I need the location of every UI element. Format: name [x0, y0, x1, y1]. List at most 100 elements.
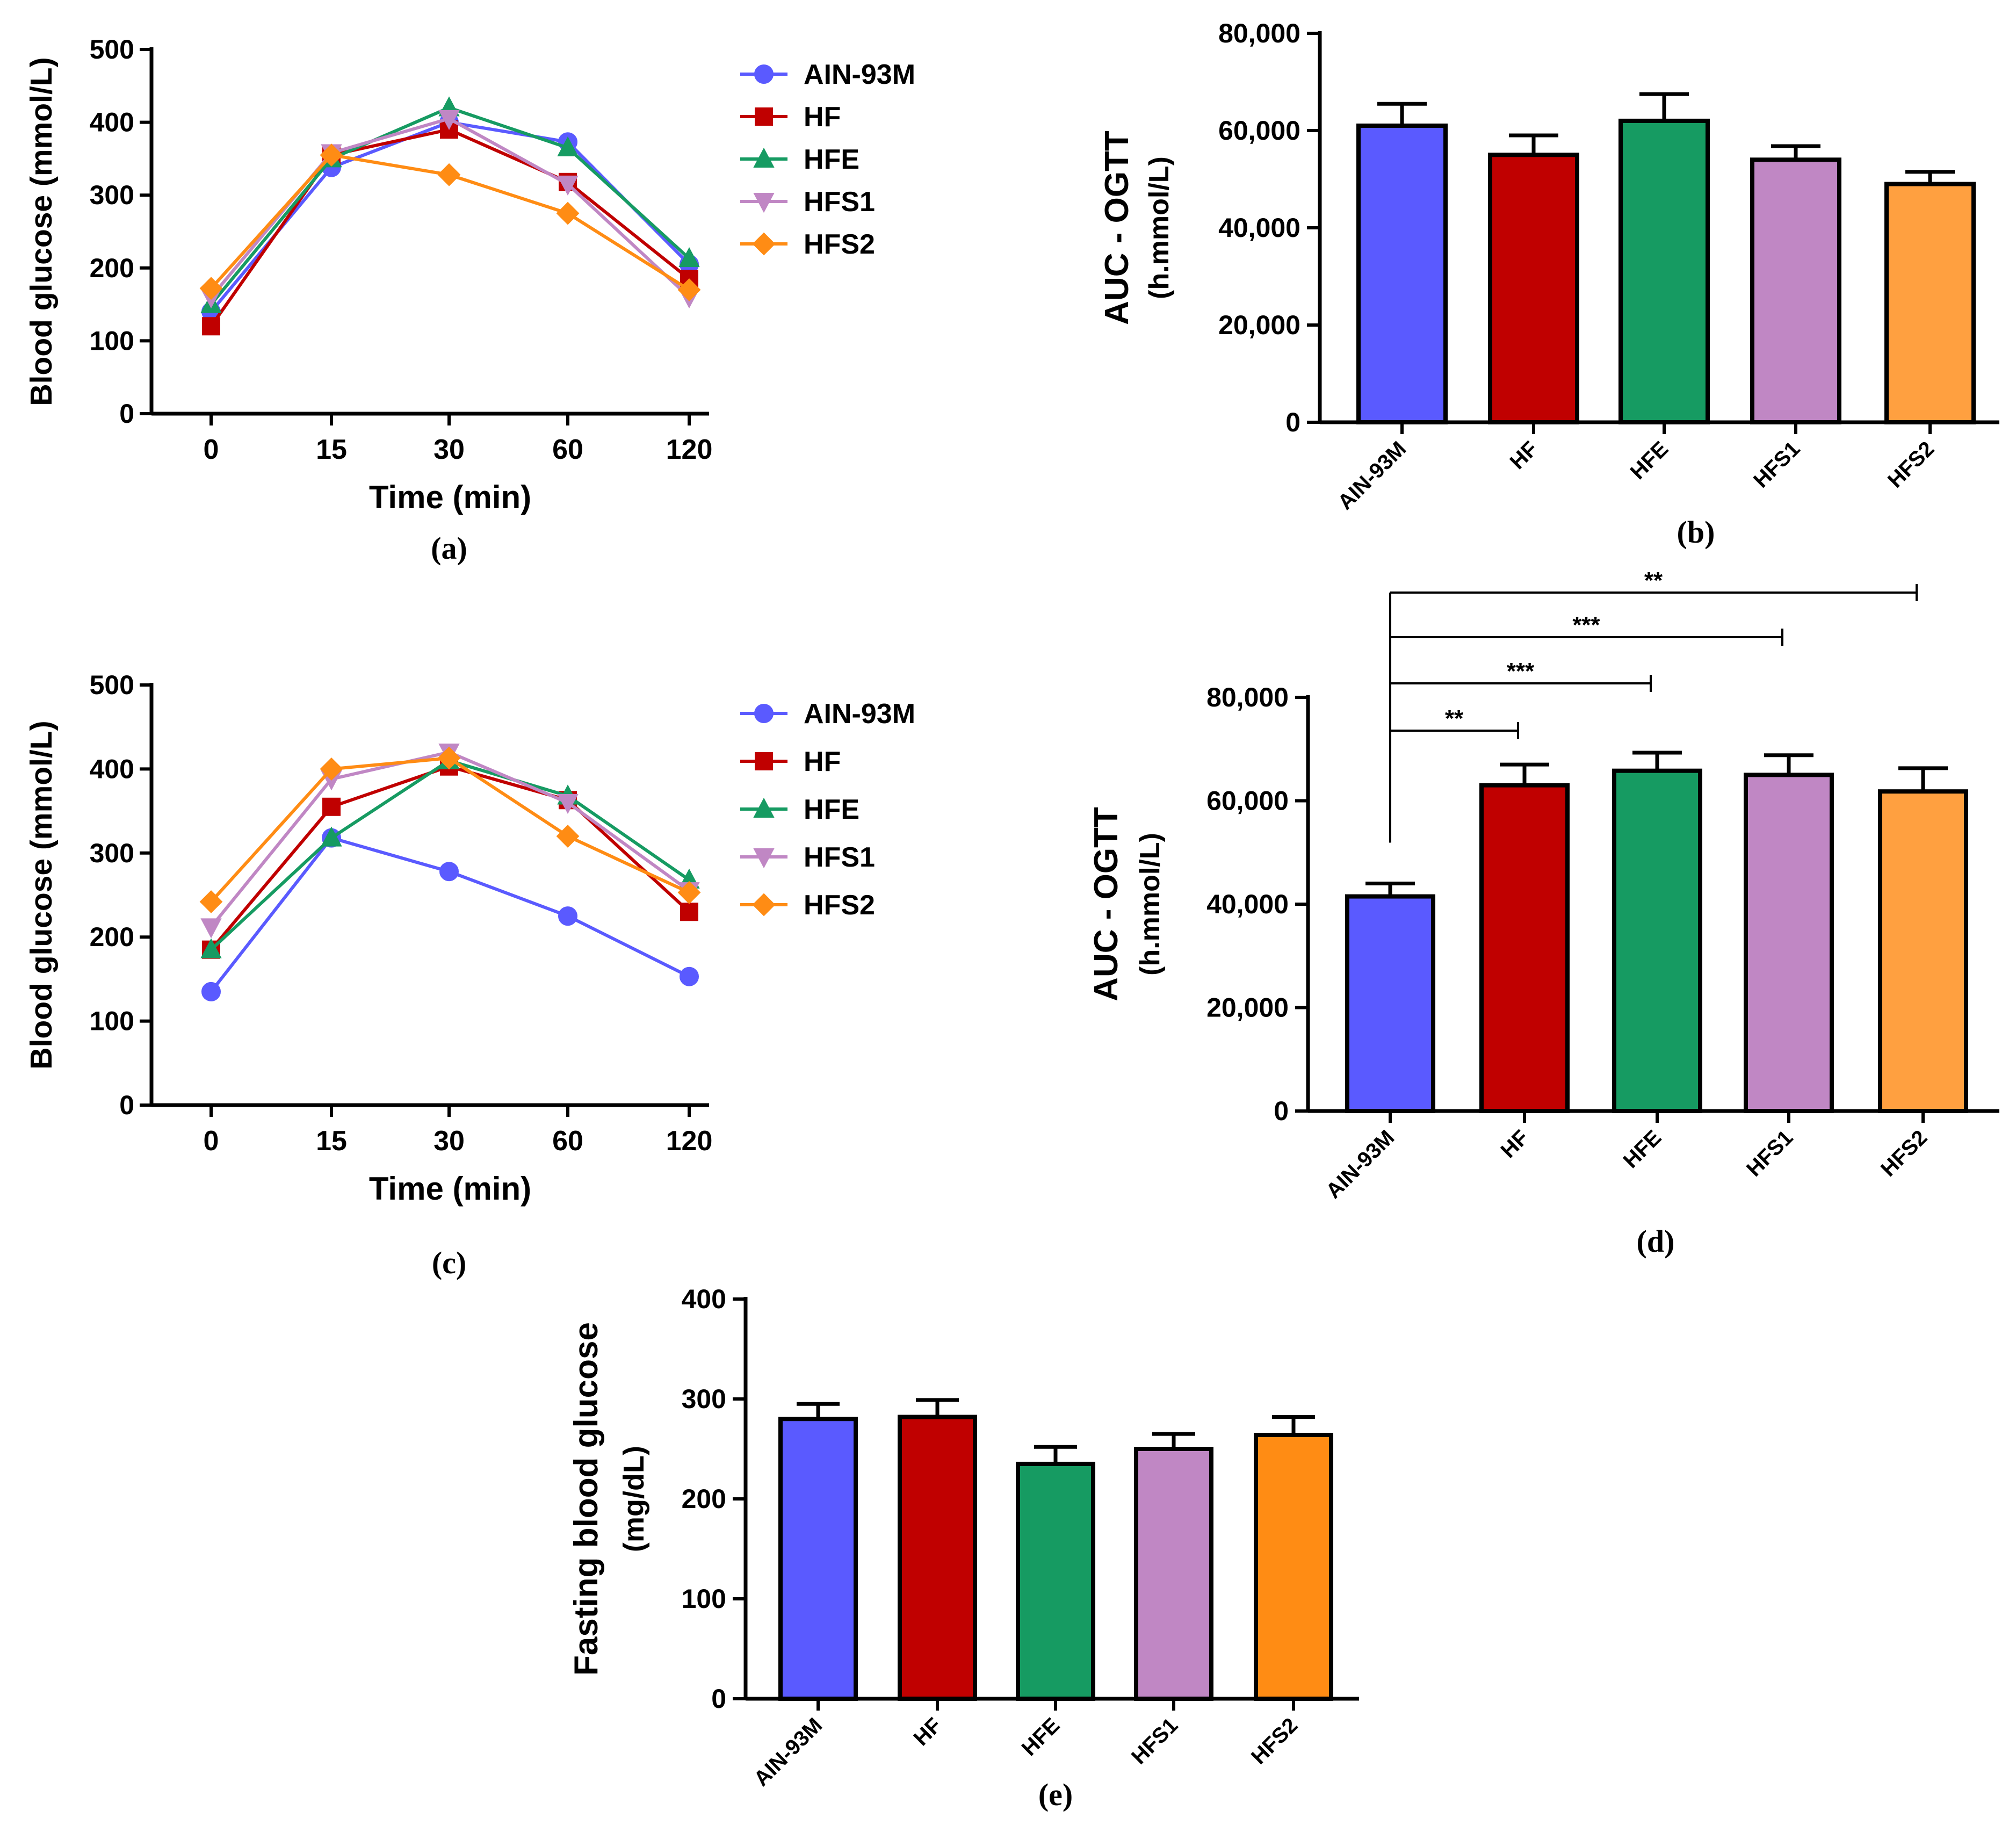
bar-hf	[898, 1415, 977, 1701]
y-tick-label: 400	[682, 1284, 726, 1314]
bar-hfs1	[1134, 1447, 1213, 1701]
x-tick-label: 120	[666, 434, 713, 465]
data-point-hfs2	[556, 825, 580, 848]
y-tick-label: 300	[90, 180, 134, 210]
legend-marker	[752, 232, 776, 256]
significance-label: **	[1445, 705, 1464, 732]
y-tick-label: 0	[1274, 1096, 1289, 1126]
data-point-hfs2	[437, 163, 461, 186]
y-tick-label: 40,000	[1206, 889, 1289, 919]
legend-label: HFS2	[804, 229, 875, 260]
legend-label: HF	[804, 102, 841, 133]
y-tick-label: 40,000	[1218, 213, 1300, 243]
data-point-hf	[680, 903, 698, 921]
panel-label: (b)	[1677, 515, 1715, 550]
bar-hf	[1479, 783, 1570, 1113]
panel-label: (e)	[1038, 1777, 1073, 1812]
y-tick-label: 500	[90, 670, 134, 700]
data-point-hf	[202, 317, 220, 336]
x-axis-title: Time (min)	[369, 479, 531, 515]
bar-hfe	[1612, 768, 1702, 1114]
data-point-hfs2	[320, 757, 343, 781]
significance-label: **	[1644, 567, 1663, 594]
data-point-ain-93m	[558, 906, 577, 926]
x-tick-label: 30	[433, 434, 465, 465]
legend-marker	[753, 147, 775, 168]
y-axis-subtitle: (h.mmol/L)	[1144, 156, 1175, 299]
data-point-hfe	[678, 247, 700, 268]
x-tick-label: 15	[316, 1126, 347, 1157]
y-tick-label: 100	[90, 326, 134, 356]
data-point-hfs1	[557, 794, 579, 814]
bar-ain-93m	[1356, 123, 1448, 424]
legend-label: HF	[804, 746, 841, 777]
y-tick-label: 200	[90, 253, 134, 283]
panel-a-line-chart: 0 100 200 300 400 500 0 15 30 60 120 Time (min) Bloo…	[24, 34, 915, 566]
legend-label: AIN-93M	[804, 698, 915, 730]
panel-c-line-chart: 0 100 200 300 400 500 0 15 30 60 120 Time (min) Bloo…	[24, 670, 915, 1280]
data-point-hfs1	[200, 918, 222, 939]
data-point-hfe	[321, 826, 342, 847]
panel-label: (c)	[432, 1245, 466, 1280]
x-tick-label: 60	[552, 1126, 583, 1157]
x-axis-title: Time (min)	[369, 1171, 531, 1207]
legend-marker	[753, 797, 775, 818]
legend-label: HFE	[804, 144, 859, 175]
y-tick-label: 300	[90, 838, 134, 868]
x-tick-label: 15	[316, 434, 347, 465]
legend-marker	[755, 752, 773, 770]
x-tick-label: 30	[433, 1126, 465, 1157]
legend-marker	[754, 64, 774, 84]
y-tick-label: 300	[682, 1384, 726, 1414]
data-point-hfs1	[438, 110, 460, 130]
data-point-hfs2	[677, 881, 701, 904]
y-tick-label: 0	[119, 1090, 134, 1120]
data-point-hf	[322, 797, 341, 816]
panel-label: (d)	[1637, 1224, 1675, 1259]
legend-label: HFS1	[804, 842, 875, 873]
y-tick-label: 60,000	[1218, 116, 1300, 146]
y-tick-label: 400	[90, 107, 134, 138]
bar-ain-93m	[778, 1417, 858, 1701]
data-point-ain-93m	[439, 862, 459, 882]
significance-label: ***	[1572, 612, 1600, 638]
y-tick-label: 100	[682, 1584, 726, 1614]
y-tick-label: 500	[90, 34, 134, 64]
bar-hfs2	[1878, 789, 1968, 1114]
legend-label: HFE	[804, 794, 859, 825]
bar-hfe	[1618, 118, 1710, 424]
legend-label: AIN-93M	[804, 59, 915, 90]
y-tick-label: 20,000	[1218, 310, 1300, 340]
y-tick-label: 200	[682, 1484, 726, 1514]
y-tick-label: 400	[90, 754, 134, 784]
y-axis-subtitle: (h.mmol/L)	[1135, 833, 1166, 976]
y-axis-title: Blood glucose (mmol/L)	[24, 720, 59, 1069]
y-tick-label: 200	[90, 922, 134, 952]
data-point-hfs1	[557, 175, 579, 196]
data-point-hfs2	[199, 277, 223, 300]
legend-marker	[754, 704, 774, 723]
y-tick-label: 100	[90, 1006, 134, 1036]
y-tick-label: 60,000	[1206, 786, 1289, 816]
bar-ain-93m	[1345, 894, 1435, 1113]
data-point-ain-93m	[201, 982, 221, 1001]
data-point-hfe	[557, 136, 579, 157]
bar-hfs1	[1744, 773, 1834, 1113]
bar-hfe	[1016, 1461, 1095, 1701]
y-axis-title: AUC - OGTT	[1088, 807, 1125, 1001]
y-tick-label: 0	[119, 399, 134, 429]
data-point-hfs2	[556, 201, 580, 225]
legend-label: HFS1	[804, 186, 875, 218]
y-axis-title: AUC - OGTT	[1099, 131, 1136, 325]
bar-hf	[1488, 153, 1579, 424]
legend-marker	[753, 193, 775, 213]
legend-marker	[755, 107, 773, 126]
x-tick-label: 120	[666, 1126, 713, 1157]
x-tick-label: 60	[552, 434, 583, 465]
data-point-hfe	[200, 938, 222, 958]
data-point-hfs2	[437, 746, 461, 770]
y-tick-label: 20,000	[1206, 993, 1289, 1023]
y-tick-label: 80,000	[1218, 18, 1300, 48]
